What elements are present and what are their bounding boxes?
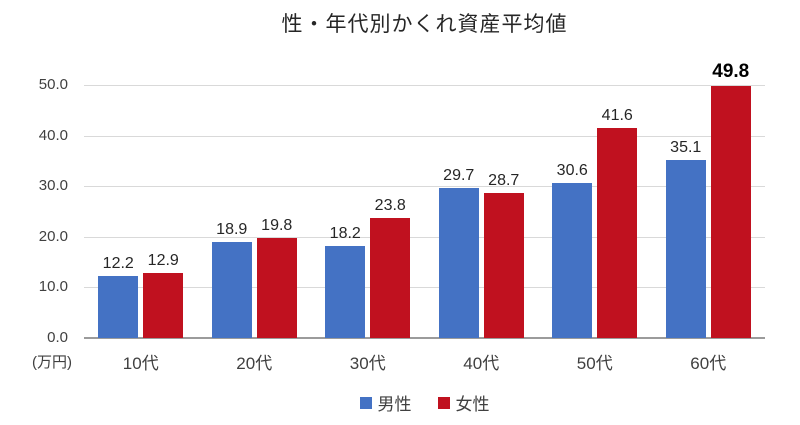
x-axis-line — [84, 337, 765, 339]
bar-男性-10代 — [98, 276, 139, 338]
y-tick-label: 30.0 — [38, 177, 68, 195]
data-label-女性-60代: 49.8 — [712, 61, 750, 83]
gridline — [84, 287, 765, 289]
bar-group: 35.1 49.8 — [652, 61, 766, 338]
legend-swatch-男性 — [359, 396, 372, 409]
x-tick-label-30代: 30代 — [349, 354, 386, 373]
bar-男性-20代 — [211, 242, 252, 338]
bar-group: 29.7 28.7 — [425, 85, 539, 338]
gridline — [84, 135, 765, 137]
bar-group: 18.9 19.8 — [198, 85, 312, 338]
legend-item-男性: 男性 — [359, 390, 412, 415]
x-tick-label-50代: 50代 — [576, 354, 613, 373]
bar-男性-50代 — [552, 183, 593, 338]
data-label-男性-10代: 12.2 — [102, 255, 134, 273]
data-label-男性-50代: 30.6 — [556, 162, 588, 180]
x-tick-label-20代: 20代 — [236, 354, 273, 373]
y-tick-label: 10.0 — [38, 278, 68, 296]
x-tick-label-60代: 60代 — [690, 354, 727, 373]
data-label-女性-20代: 19.8 — [261, 216, 293, 234]
data-label-男性-30代: 18.2 — [329, 224, 361, 242]
y-tick-label: 50.0 — [38, 76, 68, 93]
legend-item-女性: 女性 — [437, 390, 490, 415]
y-axis-unit-label: (万円) — [32, 354, 72, 371]
y-tick-label: 0.0 — [47, 329, 68, 346]
legend-label-女性: 女性 — [455, 395, 490, 414]
data-label-男性-20代: 18.9 — [216, 221, 248, 239]
data-label-男性-60代: 35.1 — [670, 139, 702, 157]
chart-title: 性・年代別かくれ資産平均値 — [281, 13, 568, 36]
bar-男性-30代 — [325, 245, 366, 338]
y-tick-label: 20.0 — [38, 227, 68, 245]
data-label-女性-10代: 12.9 — [147, 251, 179, 269]
gridline — [84, 186, 765, 188]
bar-group: 12.2 12.9 — [84, 85, 198, 338]
legend: 男性 女性 — [84, 390, 765, 415]
bar-女性-20代 — [256, 237, 297, 338]
data-label-男性-40代: 29.7 — [443, 166, 475, 184]
y-tick-label: 40.0 — [38, 126, 68, 144]
bar-女性-30代 — [370, 217, 411, 338]
bar-男性-40代 — [438, 187, 479, 338]
data-label-女性-30代: 23.8 — [374, 196, 406, 214]
x-tick-label-10代: 10代 — [122, 354, 159, 373]
data-label-女性-50代: 41.6 — [601, 106, 633, 124]
x-tick-label-40代: 40代 — [463, 354, 500, 373]
data-label-女性-40代: 28.7 — [488, 171, 520, 189]
bar-男性-60代 — [665, 160, 706, 338]
bar-女性-50代 — [597, 127, 638, 338]
plot-area: 12.2 12.9 18.9 19.8 18.2 23.8 29.7 28.7 30.6 41.6… — [84, 61, 766, 339]
bar-group: 30.6 41.6 — [538, 85, 652, 338]
bar-女性-10代 — [143, 272, 184, 338]
bar-group: 18.2 23.8 — [311, 85, 425, 338]
gridline — [84, 236, 765, 238]
gridline — [84, 85, 765, 86]
bar-女性-60代 — [710, 86, 751, 338]
legend-label-男性: 男性 — [377, 395, 412, 414]
bar-女性-40代 — [483, 192, 524, 338]
legend-swatch-女性 — [437, 396, 450, 409]
